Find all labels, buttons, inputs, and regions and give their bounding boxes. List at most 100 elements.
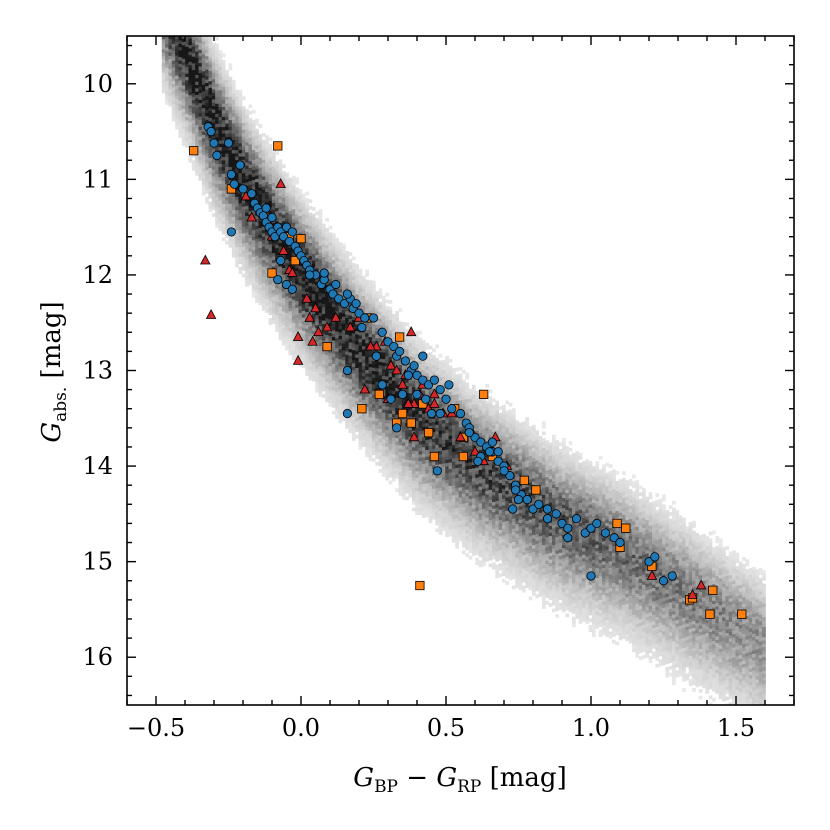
data-point-circle (273, 275, 283, 285)
data-point-circle (238, 184, 248, 194)
data-point-triangle (307, 335, 318, 346)
data-point-circle (473, 456, 483, 466)
data-point-circle (400, 356, 410, 366)
data-point-triangle (408, 431, 420, 442)
data-point-circle (571, 514, 582, 524)
data-point-triangle (205, 309, 217, 319)
data-point-circle (542, 514, 553, 524)
data-point-triangle (200, 254, 211, 265)
data-point-circle (615, 537, 625, 548)
data-point-square (322, 342, 332, 352)
data-point-circle (261, 203, 271, 213)
data-point-triangle (321, 321, 333, 332)
data-point-circle (412, 389, 422, 399)
data-point-circle (206, 126, 216, 137)
data-point-circle (209, 138, 219, 148)
data-point-circle (392, 423, 402, 433)
data-point-circle (394, 346, 405, 356)
data-point-circle (342, 408, 352, 419)
data-point-circle (444, 380, 454, 390)
data-point-circle (455, 408, 466, 419)
x-tick-label: −0.5 (127, 714, 185, 742)
data-point-square (267, 268, 277, 278)
data-point-triangle (469, 445, 481, 456)
data-point-circle (658, 576, 669, 586)
data-point-circle (421, 394, 431, 404)
data-point-square (189, 146, 199, 156)
data-point-triangle (391, 364, 402, 375)
data-point-circle (510, 485, 521, 495)
data-point-circle (360, 313, 370, 323)
data-point-circle (508, 504, 518, 514)
data-point-circle (542, 504, 553, 514)
data-point-triangle (429, 397, 440, 408)
data-point-circle (229, 179, 239, 189)
data-point-triangle (246, 211, 257, 222)
y-tick-label: 10 (82, 70, 113, 98)
y-tick-label: 12 (82, 261, 113, 289)
data-point-circle (223, 138, 234, 148)
data-point-circle (357, 322, 367, 333)
data-point-circle (464, 428, 474, 438)
data-point-circle (287, 227, 297, 237)
data-point-circle (267, 212, 277, 223)
data-point-square (705, 609, 715, 619)
data-point-circle (276, 255, 286, 266)
data-point-square (531, 485, 541, 495)
data-point-circle (513, 494, 524, 505)
data-point-circle (319, 268, 329, 278)
plot-frame (126, 35, 795, 706)
y-tick-label: 15 (82, 548, 113, 576)
x-tick-label: 0.0 (282, 714, 320, 742)
data-point-square (415, 580, 425, 591)
data-point-circle (600, 528, 611, 538)
data-point-triangle (429, 388, 440, 399)
data-point-triangle (278, 244, 289, 255)
data-point-circle (493, 447, 503, 457)
data-point-square (394, 332, 405, 342)
x-tick-label: 0.5 (427, 714, 465, 742)
data-point-circle (534, 499, 544, 509)
data-point-square (429, 451, 440, 462)
data-point-triangle (310, 302, 321, 313)
data-point-square (479, 389, 489, 399)
data-point-circle (586, 571, 596, 581)
data-point-square (621, 523, 631, 533)
data-point-circle (235, 160, 245, 170)
data-point-circle (351, 298, 361, 309)
data-point-circle (342, 365, 352, 376)
data-point-circle (305, 270, 315, 280)
data-point-square (374, 389, 384, 399)
data-point-triangle (687, 589, 698, 599)
data-point-circle (522, 494, 532, 505)
data-point-square (296, 234, 306, 244)
x-tick-label: 1.5 (717, 714, 755, 742)
data-point-circle (287, 284, 297, 294)
data-point-triangle (275, 178, 286, 188)
data-point-triangle (646, 569, 658, 580)
data-point-triangle (330, 311, 342, 322)
data-point-circle (499, 466, 509, 476)
data-point-circle (441, 394, 451, 404)
data-point-circle (592, 518, 602, 529)
data-points (189, 122, 747, 619)
x-tick-label: 1.0 (572, 714, 610, 742)
y-axis-label: Gabs. [mag] (37, 301, 71, 442)
data-point-circle (397, 389, 408, 399)
data-point-circle (667, 571, 677, 581)
data-point-triangle (301, 292, 313, 303)
data-point-circle (563, 533, 573, 543)
data-point-triangle (359, 383, 371, 394)
data-point-triangle (345, 321, 356, 332)
data-point-circle (212, 150, 222, 161)
data-point-triangle (385, 359, 397, 370)
data-point-triangle (365, 340, 376, 351)
data-point-triangle (403, 397, 414, 408)
data-point-triangle (405, 326, 417, 337)
data-point-triangle (695, 579, 707, 590)
data-point-circle (386, 394, 396, 404)
data-point-circle (377, 380, 387, 390)
data-point-circle (371, 351, 381, 361)
x-axis-label: GBP − GRP [mag] (353, 763, 566, 797)
